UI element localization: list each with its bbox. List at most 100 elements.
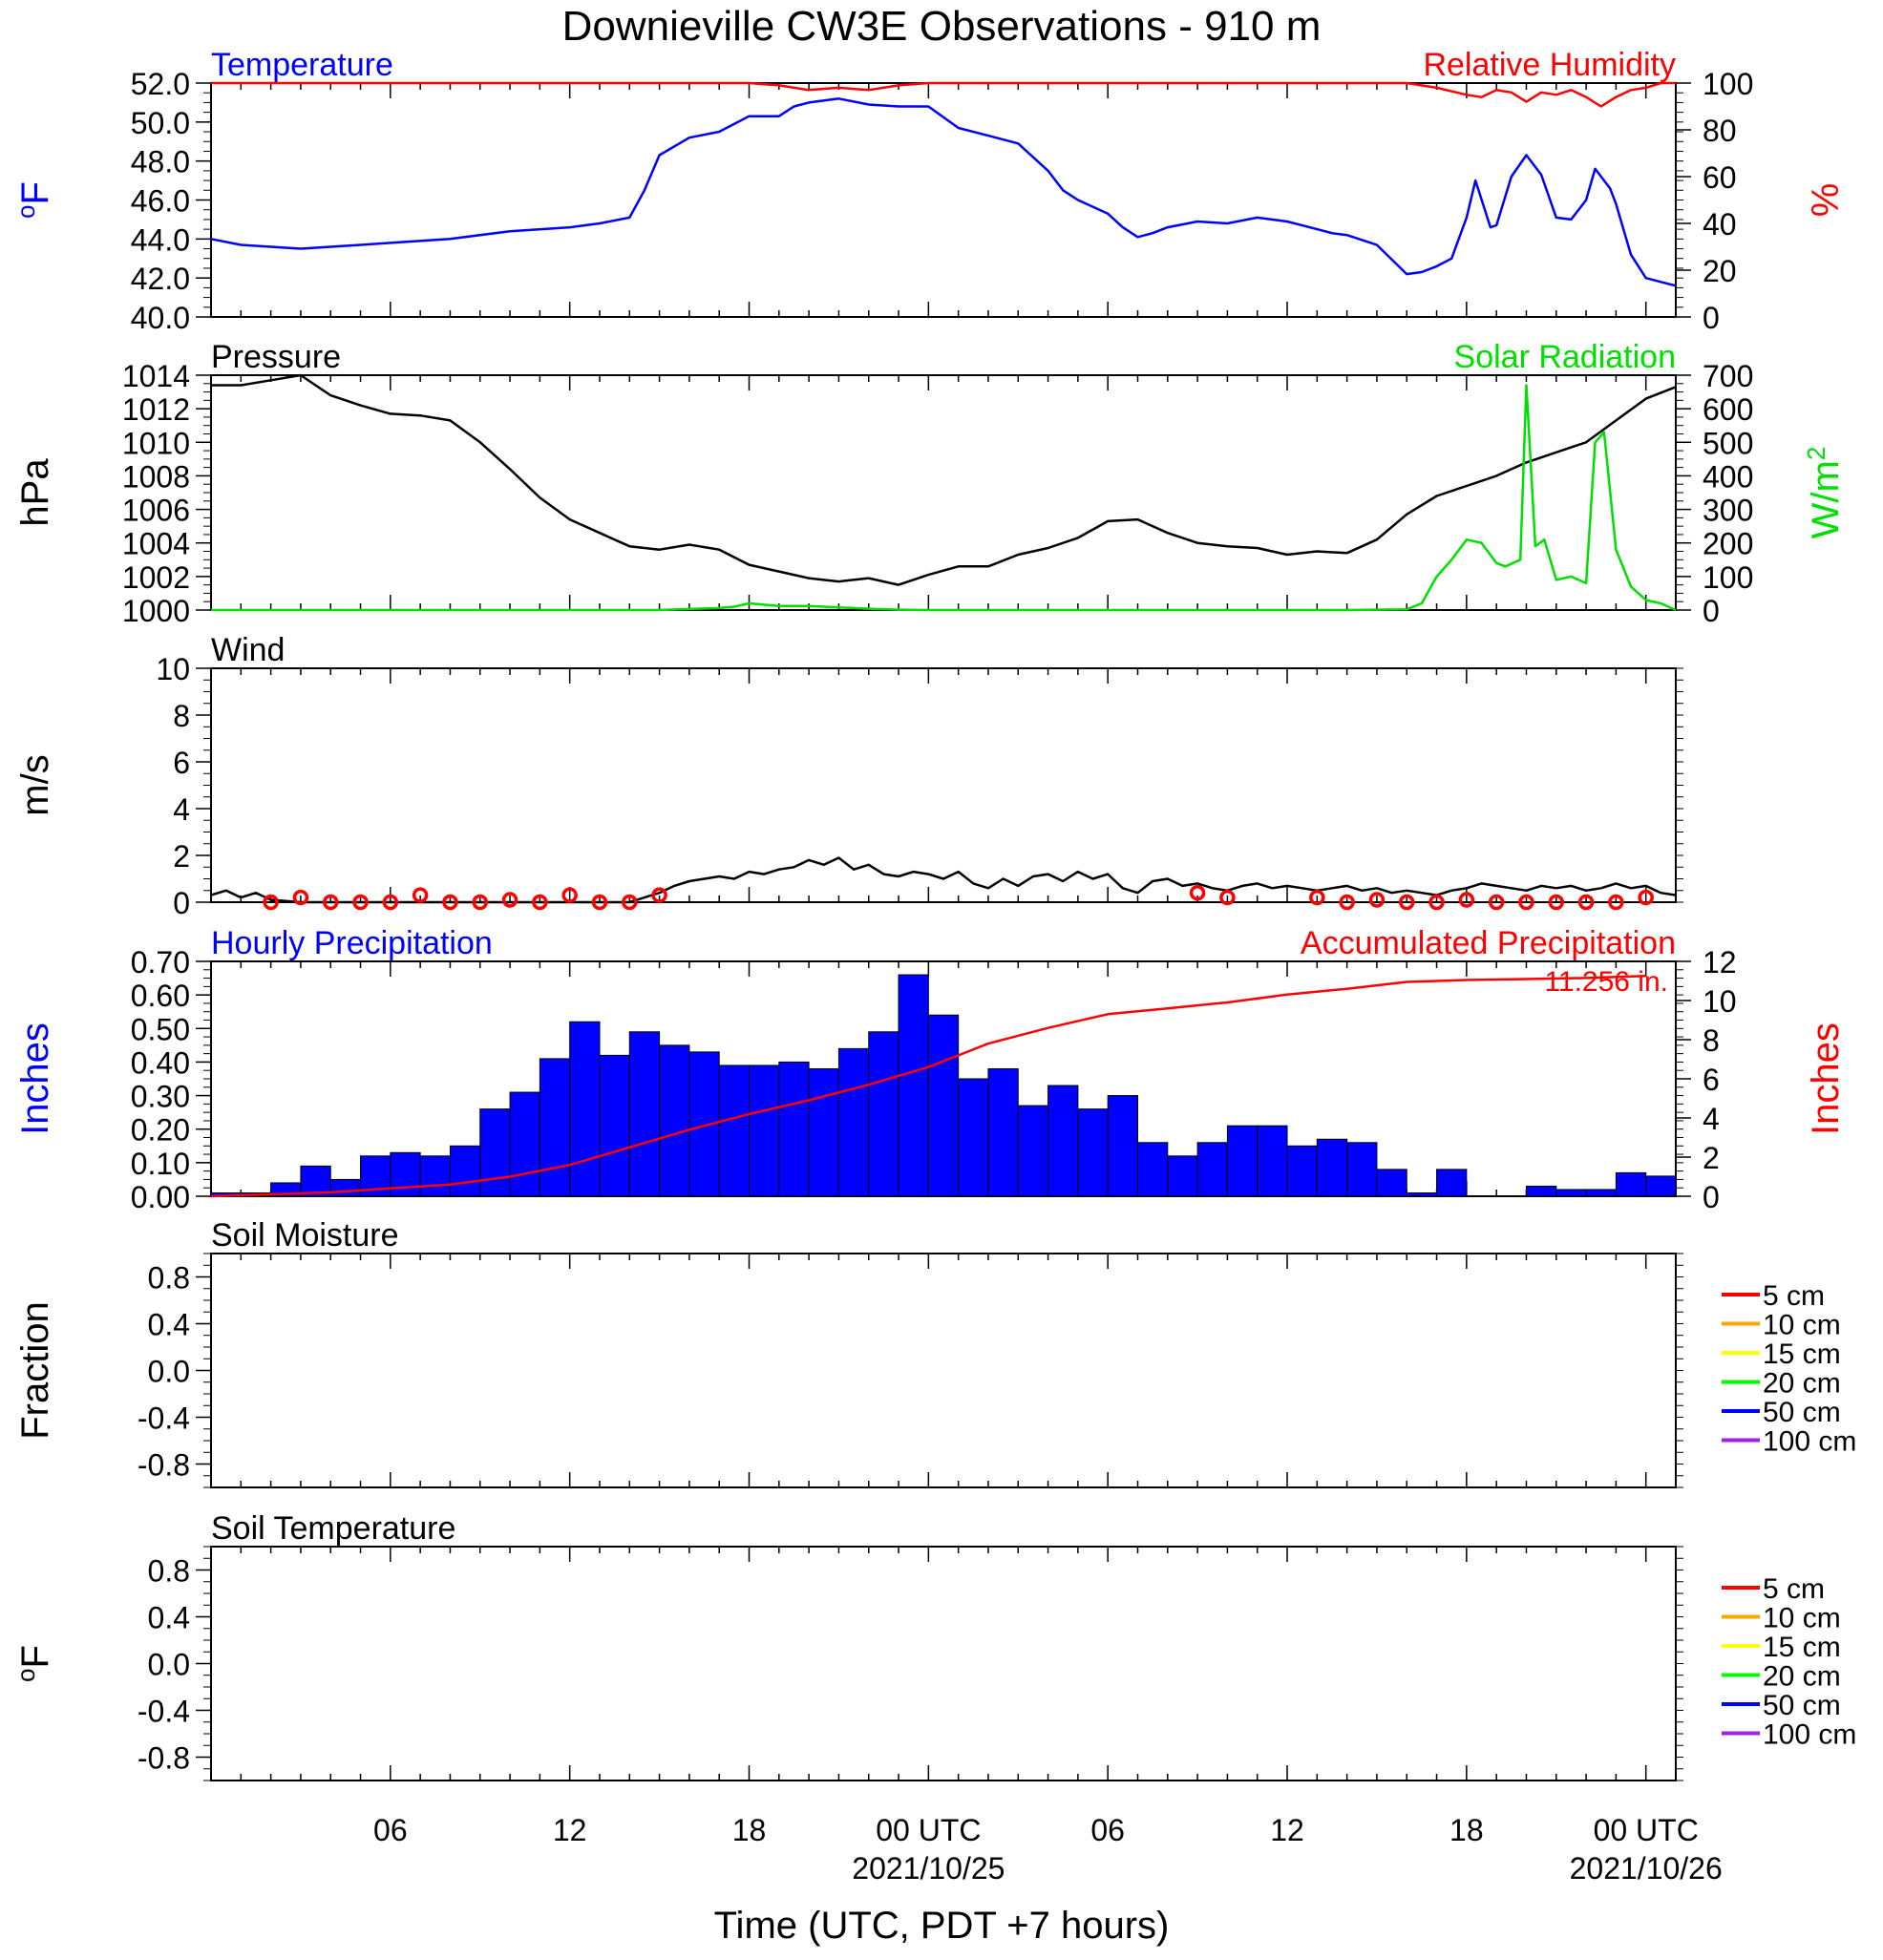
y-left-tick-label: 48.0 <box>131 145 190 179</box>
y-left-tick-label: -0.4 <box>138 1402 190 1436</box>
precip-bar <box>987 1067 1019 1197</box>
y-left-tick-label: 1014 <box>122 359 190 393</box>
wind-calm-marker <box>1309 889 1325 906</box>
plot-frame <box>210 1253 1677 1488</box>
panel-title-left: Pressure <box>211 339 341 375</box>
y-left-tick-label: -0.8 <box>138 1741 190 1776</box>
precip-bar <box>1286 1145 1318 1197</box>
panel-title-right: Solar Radiation <box>1454 339 1676 375</box>
precip-bar <box>837 1047 870 1197</box>
precip-bar <box>300 1165 331 1197</box>
legend-label: 50 cm <box>1763 1397 1841 1428</box>
series-line-accumulated-precipitation <box>210 975 1646 1198</box>
y-right-tick-label: 200 <box>1703 527 1753 561</box>
wind-calm-marker <box>1548 894 1565 911</box>
wind-calm-marker <box>1189 884 1206 901</box>
panel-title-right: Accumulated Precipitation <box>1301 925 1676 961</box>
precip-bar <box>1047 1085 1079 1197</box>
y-right-tick-label: 2 <box>1703 1141 1720 1175</box>
wind-calm-marker <box>1368 892 1386 908</box>
wind-calm-marker <box>1518 894 1534 911</box>
panel-soil_moisture: -0.8 -0.4 0.0 0.4 0.8 Soil Moisture Fraction 5 … <box>14 1217 1856 1488</box>
precip-bar <box>927 1014 960 1197</box>
y-left-tick-label: 0.4 <box>148 1601 190 1635</box>
wind-calm-marker <box>622 894 638 911</box>
wind-calm-marker <box>1398 894 1415 911</box>
series-line-pressure <box>211 373 1677 586</box>
precip-bar <box>1136 1142 1169 1197</box>
wind-calm-marker <box>561 887 578 903</box>
x-date-label: 2021/10/26 <box>1570 1851 1723 1886</box>
y-left-tick-label: 0.0 <box>148 1648 190 1682</box>
y-right-tick-label: 20 <box>1703 254 1737 288</box>
y-left-tick-label: 2 <box>173 839 190 874</box>
panel-title-left: Soil Moisture <box>211 1217 399 1254</box>
series-line-relative-humidity <box>211 81 1676 108</box>
precip-bar <box>509 1091 540 1197</box>
wind-calm-marker <box>1339 894 1355 911</box>
y-right-axis-label: % <box>1805 183 1847 218</box>
legend-label: 15 cm <box>1763 1632 1841 1663</box>
legend-label: 5 cm <box>1763 1280 1825 1312</box>
wind-calm-marker <box>501 892 518 908</box>
precip-bar <box>599 1054 630 1197</box>
precip-bar <box>1555 1189 1587 1197</box>
y-left-tick-label: 0.10 <box>131 1147 190 1181</box>
legend-label: 20 cm <box>1763 1661 1841 1693</box>
x-tick-label: 06 <box>1090 1813 1125 1847</box>
y-right-tick-label: 100 <box>1703 67 1753 101</box>
y-left-axis-label: oF <box>11 1645 56 1682</box>
precip-bar <box>1077 1108 1109 1197</box>
y-right-tick-label: 60 <box>1703 160 1737 195</box>
precip-bar <box>1645 1175 1677 1197</box>
precip-bar <box>749 1064 780 1197</box>
y-left-tick-label: 0.20 <box>131 1113 190 1148</box>
y-left-tick-label: 42.0 <box>131 262 190 296</box>
y-right-tick-label: 500 <box>1703 426 1753 460</box>
y-left-tick-label: -0.4 <box>138 1695 190 1729</box>
precip-bar <box>1167 1155 1198 1197</box>
x-axis: 06 12 18 00 UTC 2021/10/25 06 12 18 00 UTC 2021/1… <box>373 1813 1723 1886</box>
wind-calm-marker <box>591 894 608 911</box>
plot-frame <box>210 374 1677 611</box>
legend-label: 10 cm <box>1763 1603 1841 1634</box>
legend-label: 50 cm <box>1763 1690 1841 1721</box>
y-right-tick-label: 600 <box>1703 392 1753 427</box>
y-left-tick-label: 1002 <box>122 560 190 595</box>
legend-label: 5 cm <box>1763 1573 1825 1605</box>
precip-bar <box>449 1145 481 1197</box>
y-left-tick-label: 0.70 <box>131 945 190 980</box>
y-right-tick-label: 6 <box>1703 1063 1720 1097</box>
y-left-axis-label: oF <box>11 181 56 219</box>
y-right-tick-label: 12 <box>1703 945 1737 980</box>
y-right-axis-label: Inches <box>1805 1022 1847 1135</box>
precip-bar <box>1346 1142 1378 1197</box>
y-left-tick-label: 46.0 <box>131 184 190 219</box>
panel-title-left: Wind <box>211 632 285 668</box>
precip-bar <box>778 1061 810 1197</box>
y-left-tick-label: 50.0 <box>131 106 190 140</box>
y-right-tick-label: 40 <box>1703 207 1737 242</box>
y-right-tick-label: 300 <box>1703 494 1753 528</box>
y-left-tick-label: 1006 <box>122 494 190 528</box>
plot-frame <box>210 667 1677 903</box>
y-left-axis-label: Fraction <box>14 1301 56 1440</box>
wind-calm-marker <box>1608 894 1624 911</box>
precip-bar <box>659 1044 690 1197</box>
panel-precipitation: 0.000.100.200.300.400.500.600.70 0 2 4 6 8 10 1… <box>14 925 1847 1214</box>
series-line-temperature <box>210 97 1677 287</box>
panel-title-left: Hourly Precipitation <box>211 925 493 961</box>
wind-calm-marker <box>651 887 667 903</box>
y-left-tick-label: 0.0 <box>148 1355 190 1389</box>
wind-calm-marker <box>1488 894 1505 911</box>
precip-bar <box>539 1058 571 1197</box>
y-left-tick-label: 0.8 <box>148 1261 190 1296</box>
legend-label: 15 cm <box>1763 1338 1841 1370</box>
y-left-tick-label: 1004 <box>122 527 190 561</box>
wind-calm-marker <box>292 889 309 906</box>
wind-calm-marker <box>352 894 369 911</box>
y-right-tick-label: 700 <box>1703 359 1753 393</box>
precip-bar <box>1406 1191 1438 1197</box>
y-left-tick-label: 0.00 <box>131 1180 190 1214</box>
